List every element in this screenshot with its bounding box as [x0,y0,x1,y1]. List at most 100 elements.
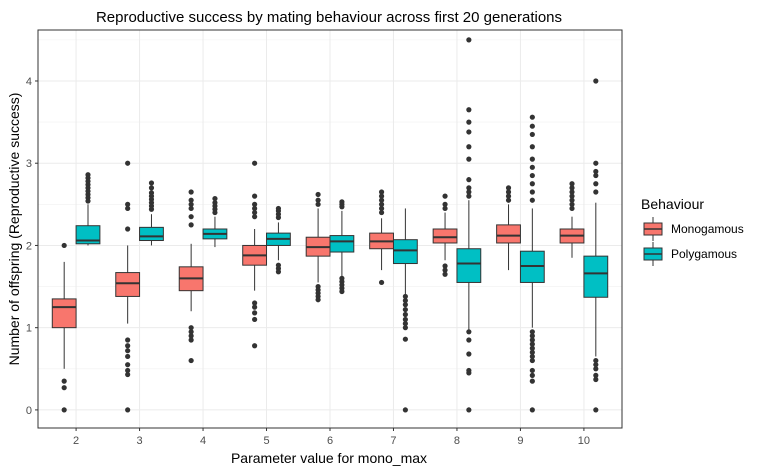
outlier-point [315,191,321,198]
outlier-point [529,329,535,335]
legend-label: Monogamous [671,222,744,236]
outlier-point [188,325,194,331]
box-polygamous-2 [75,172,101,246]
outlier-point [569,189,575,195]
outlier-point [505,185,512,191]
outlier-point [188,201,194,207]
outlier-point [593,172,599,179]
outlier-point [466,189,472,195]
outlier-point [125,205,131,212]
y-tick-label: 3 [26,158,32,170]
outlier-point [212,209,218,216]
outlier-point [125,367,131,374]
box-polygamous-9 [519,114,545,413]
outlier-point [593,366,599,372]
x-tick-label: 9 [517,435,523,447]
outlier-point [466,37,472,43]
outlier-point [402,407,408,413]
outlier-point [148,185,155,191]
outlier-point [61,378,67,384]
outlier-point [529,189,535,195]
box-body [583,255,609,298]
box-body [139,226,164,242]
outlier-point [402,302,408,308]
outlier-point [529,407,535,413]
outlier-point [466,193,472,199]
outlier-point [378,205,385,212]
outlier-point [252,310,258,316]
outlier-point [466,407,472,413]
outlier-point [378,279,385,286]
outlier-point [339,288,345,295]
outlier-point [252,160,258,166]
outlier-point [466,185,472,191]
outlier-point [339,204,345,210]
outlier-point [125,160,131,166]
x-tick-label: 6 [327,435,333,447]
box-body [51,298,77,329]
outlier-point [188,333,194,339]
outlier-point [529,345,535,351]
box-body [496,224,521,244]
outlier-point [125,337,131,343]
outlier-point [569,193,575,199]
outlier-point [529,144,535,150]
outlier-point [188,189,194,195]
outlier-point [315,197,321,203]
legend: Behaviour Monogamous Polygamous [641,196,744,266]
outlier-point [529,353,535,360]
outlier-point [252,304,258,310]
outlier-point [442,201,448,207]
legend-item-monogamous: Monogamous [643,217,744,241]
box-monogamous-10 [559,181,585,258]
outlier-point [212,195,218,202]
x-tick-label: 5 [263,435,269,447]
outlier-point [252,343,258,349]
outlier-point [529,372,535,378]
outlier-point [593,181,599,187]
legend-item-polygamous: Polygamous [643,242,737,266]
outlier-point [315,297,321,303]
outlier-point [529,378,535,384]
box-monogamous-5 [242,160,268,349]
box-body [75,225,101,245]
outlier-point [148,206,155,212]
outlier-point [275,214,282,221]
outlier-point [466,177,472,183]
legend-title: Behaviour [641,196,704,212]
outlier-point [529,114,535,120]
chart-title: Reproductive success by mating behaviour… [96,9,562,26]
outlier-point [529,357,535,364]
box-monogamous-8 [432,193,458,277]
outlier-point [593,160,599,166]
outlier-point [466,144,472,150]
outlier-point [125,407,131,413]
outlier-point [569,185,575,191]
box-body [456,248,482,283]
outlier-point [378,197,385,203]
outlier-point [442,267,448,273]
box-layer [51,37,609,413]
outlier-point [466,119,472,125]
outlier-point [529,341,535,347]
legend-label: Polygamous [671,247,737,261]
outlier-point [378,189,385,195]
outlier-point [125,353,131,360]
outlier-point [569,197,575,203]
outlier-point [402,336,408,342]
outlier-point [466,337,472,343]
outlier-point [378,193,385,199]
x-tick-label: 2 [73,435,79,447]
outlier-point [529,337,535,343]
outlier-point [529,367,535,374]
outlier-point [188,329,194,335]
outlier-point [593,372,599,378]
outlier-point [529,131,535,138]
outlier-point [593,376,599,383]
outlier-point [529,181,535,187]
legend-items: Monogamous Polygamous [643,217,744,266]
outlier-point [125,362,131,368]
outlier-point [593,357,599,364]
box-polygamous-4 [202,195,228,248]
